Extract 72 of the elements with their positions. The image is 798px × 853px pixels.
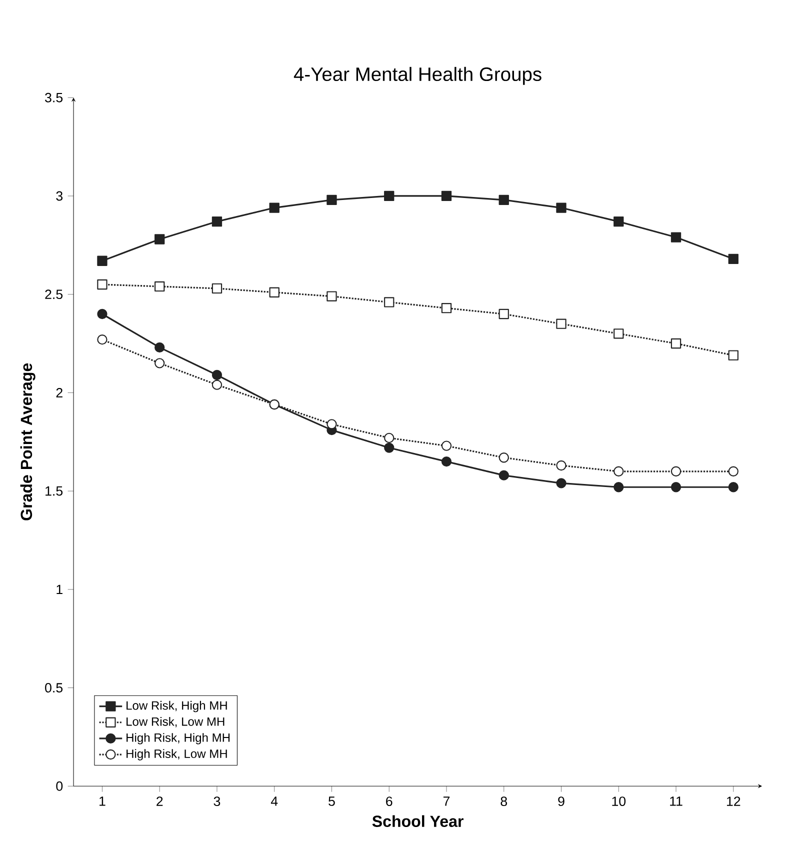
point: [97, 334, 108, 345]
point: [384, 297, 394, 308]
point: [670, 466, 682, 476]
legend-label: Low Risk, Low MH: [126, 717, 224, 728]
point: [728, 350, 738, 360]
point: [384, 190, 394, 202]
point: [498, 470, 509, 480]
point: [441, 303, 452, 314]
y-tick-label: 3.5: [44, 92, 62, 102]
x-tick-label: 11: [670, 796, 682, 806]
point: [326, 194, 337, 205]
point: [326, 419, 337, 430]
point: [670, 232, 682, 242]
legend-label: High Risk, High MH: [126, 733, 230, 744]
x-tick-label: 9: [558, 796, 564, 806]
x-tick-label: 5: [328, 796, 335, 806]
point: [613, 328, 624, 339]
point: [441, 456, 452, 467]
point: [154, 234, 165, 244]
point: [154, 281, 165, 292]
point: [556, 478, 566, 488]
point: [728, 466, 738, 476]
point: [212, 370, 222, 380]
x-tick-label: 3: [214, 796, 220, 806]
legend-label: High Risk, Low MH: [126, 749, 227, 760]
y-tick-label: 0.5: [44, 683, 62, 693]
y-tick-label: 2.5: [45, 290, 62, 300]
point: [441, 440, 452, 451]
x-tick-label: 10: [612, 796, 626, 806]
y-tick-label: 1: [56, 584, 62, 594]
point: [97, 256, 108, 266]
x-tick-label: 7: [443, 796, 450, 806]
y-axis-title: Grade Point Average: [20, 363, 36, 520]
point: [670, 482, 682, 492]
point: [613, 216, 624, 227]
point: [384, 432, 394, 444]
point: [498, 194, 509, 205]
point: [728, 254, 738, 264]
legend-label: Low Risk, High MH: [126, 700, 227, 712]
x-tick-label: 1: [99, 796, 106, 806]
point: [97, 279, 108, 290]
point: [498, 308, 509, 320]
point: [97, 308, 108, 320]
x-tick-label: 2: [156, 796, 163, 806]
point: [670, 338, 682, 349]
point: [441, 190, 452, 202]
point: [212, 380, 222, 390]
chart-title: 4-Year Mental Health Groups: [294, 66, 542, 85]
point: [269, 287, 280, 298]
point: [556, 318, 566, 329]
point: [154, 342, 165, 353]
point: [498, 452, 509, 463]
point: [326, 291, 337, 302]
point: [384, 442, 394, 453]
x-tick-label: 12: [726, 796, 740, 806]
point: [613, 466, 624, 476]
x-tick-label: 8: [500, 796, 507, 806]
point: [212, 216, 222, 227]
point: [556, 460, 566, 471]
y-tick-label: 3: [56, 191, 62, 201]
x-tick-label: 6: [386, 796, 392, 806]
y-tick-label: 1.5: [45, 486, 62, 496]
point: [154, 358, 165, 368]
x-tick-label: 4: [270, 796, 278, 806]
point: [212, 283, 222, 294]
x-axis-title: School Year: [372, 815, 464, 827]
point: [728, 482, 738, 492]
y-tick-label: 0: [56, 781, 63, 791]
point: [269, 202, 280, 213]
point: [613, 482, 624, 492]
point: [556, 202, 566, 213]
y-tick-label: 2: [56, 388, 62, 398]
